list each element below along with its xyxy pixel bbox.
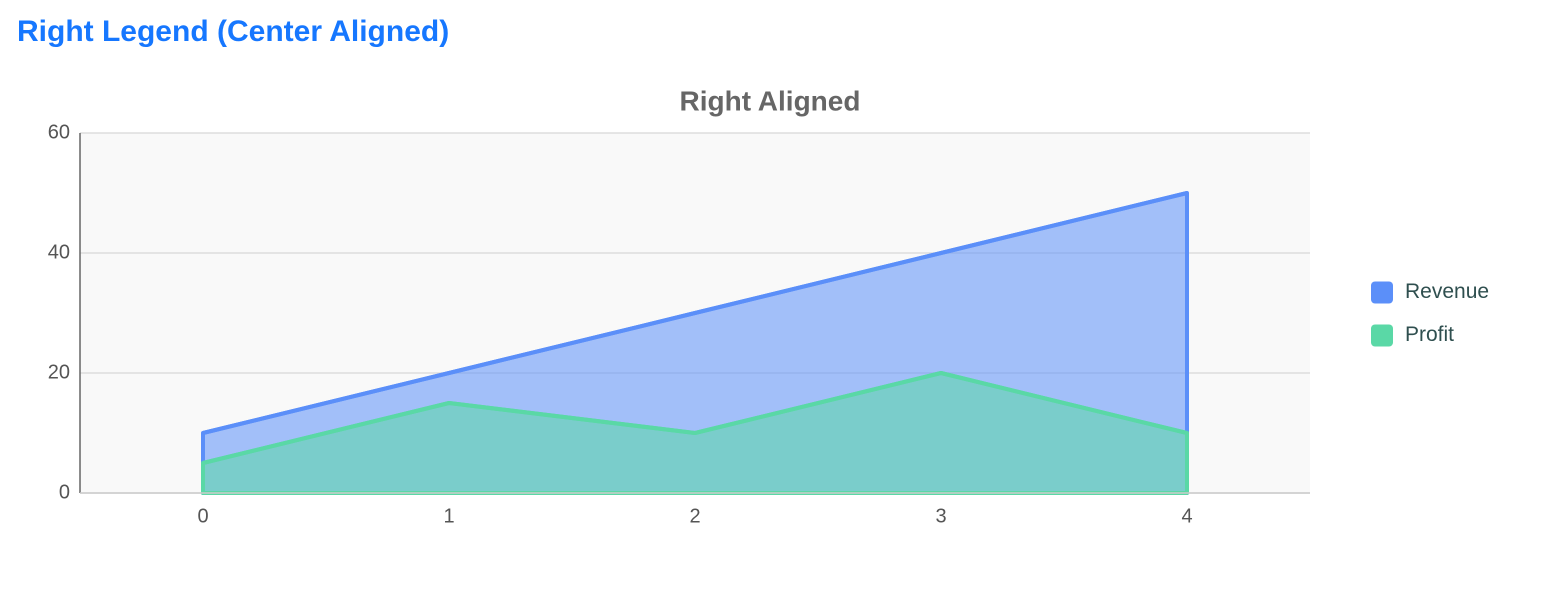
chart-title: Right Aligned <box>680 85 861 116</box>
y-tick-label: 40 <box>48 241 70 263</box>
area-line <box>202 371 1188 465</box>
y-tick-label: 60 <box>48 121 70 143</box>
x-tick-label: 0 <box>197 505 208 527</box>
x-tick-label: 4 <box>1181 505 1192 527</box>
x-tick-label: 2 <box>689 505 700 527</box>
y-tick-label: 20 <box>48 361 70 383</box>
y-tick-label: 0 <box>59 481 70 503</box>
legend-label: Profit <box>1405 323 1454 346</box>
x-tick-label: 1 <box>443 505 454 527</box>
x-tick-label: 3 <box>935 505 946 527</box>
legend-swatch <box>1371 324 1393 347</box>
area-line <box>202 191 1188 435</box>
page-title: Right Legend (Center Aligned) <box>17 15 449 48</box>
legend-label: Revenue <box>1405 280 1489 303</box>
legend-swatch <box>1371 281 1393 304</box>
